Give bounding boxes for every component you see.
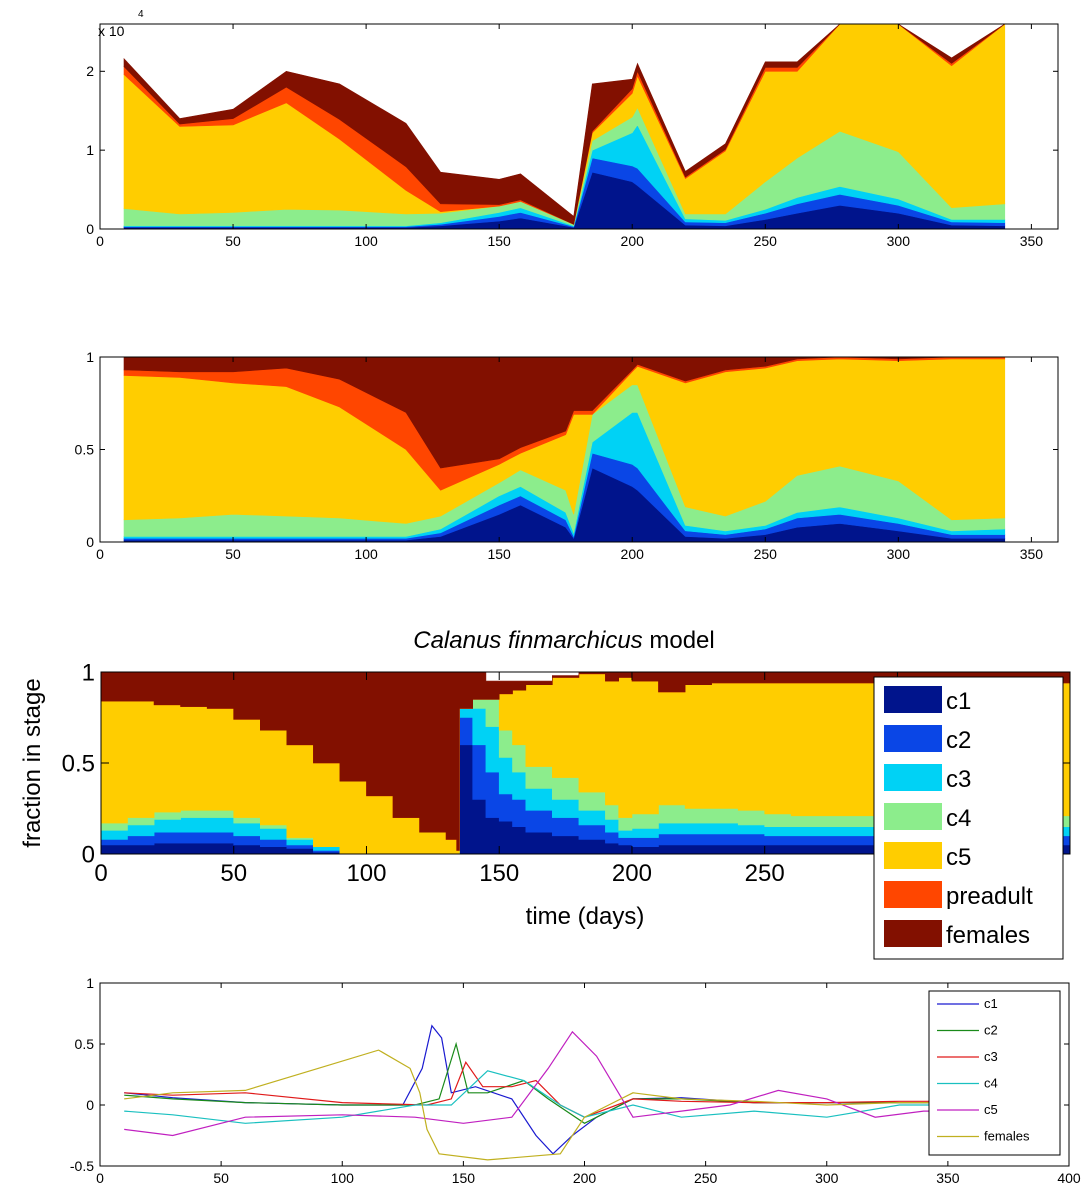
y-tick-label: 2 xyxy=(86,63,94,79)
x-tick-label: 100 xyxy=(331,1170,355,1186)
panel-2-stacked-areas xyxy=(123,356,1006,543)
y-tick-label: 1 xyxy=(86,975,94,991)
legend-swatch-c5 xyxy=(884,842,942,869)
legend-label-c4: c4 xyxy=(946,805,971,832)
legend-label-c5: c5 xyxy=(946,844,971,871)
x-tick-label: 0 xyxy=(94,860,107,887)
x-tick-label: 0 xyxy=(96,233,104,249)
x-tick-label: 100 xyxy=(346,860,386,887)
panel-4-axes-frame xyxy=(99,982,1070,1167)
legend-label-c2: c2 xyxy=(984,1023,998,1038)
legend-label-c2: c2 xyxy=(946,727,971,754)
area-females xyxy=(100,671,1071,851)
x-tick-label: 200 xyxy=(621,233,645,249)
series-c3 xyxy=(124,1061,948,1118)
x-tick-label: 400 xyxy=(1057,1170,1081,1186)
y-tick-label: 1 xyxy=(86,142,94,158)
x-tick-label: 150 xyxy=(452,1170,476,1186)
y-tick-label: 1 xyxy=(86,349,94,365)
panel-1-exponent-power: 4 xyxy=(138,9,144,20)
panel-1-abundance: 0 50 100 150 200 250 300 350 0 1 2 x 10 4 xyxy=(86,9,1059,249)
x-tick-label: 50 xyxy=(225,233,241,249)
x-tick-label: 50 xyxy=(225,546,241,562)
y-tick-label: -0.5 xyxy=(70,1158,94,1174)
series-c5 xyxy=(124,1030,948,1137)
panel-3-xlabel: time (days) xyxy=(526,903,645,930)
legend-label-c4: c4 xyxy=(984,1076,998,1091)
panel-4-series-lines xyxy=(124,1024,948,1161)
panel-3-legend: c1 c2 c3 c4 c5 preadult females xyxy=(873,676,1064,960)
x-tick-label: 250 xyxy=(754,233,778,249)
x-tick-label: 300 xyxy=(815,1170,839,1186)
legend-box xyxy=(928,990,1061,1156)
x-tick-label: 200 xyxy=(612,860,652,887)
y-tick-label: 0 xyxy=(82,841,95,868)
panel-2-ticks: 0 50 100 150 200 250 300 350 0 0.5 1 xyxy=(75,349,1058,562)
y-tick-label: 0 xyxy=(86,1097,94,1113)
series-c4 xyxy=(124,1070,948,1124)
panel-3-model: Calanus finmarchicus model 0 50 100 150 200 2… xyxy=(19,627,1071,960)
x-tick-label: 100 xyxy=(354,233,378,249)
x-tick-label: 100 xyxy=(354,546,378,562)
x-tick-label: 150 xyxy=(479,860,519,887)
panel-1-stacked-areas xyxy=(123,23,1006,230)
x-tick-label: 300 xyxy=(887,546,911,562)
legend-label-c5: c5 xyxy=(984,1102,998,1117)
x-tick-label: 50 xyxy=(220,860,247,887)
legend-label-preadult: preadult xyxy=(946,883,1033,910)
x-tick-label: 0 xyxy=(96,546,104,562)
area-females xyxy=(123,23,1005,225)
legend-swatch-c4 xyxy=(884,803,942,830)
legend-swatch-females xyxy=(884,920,942,947)
legend-label-females: females xyxy=(946,922,1030,949)
legend-label-females: females xyxy=(984,1129,1030,1144)
series-c2 xyxy=(124,1041,948,1124)
y-tick-label: 1 xyxy=(82,659,95,686)
x-tick-label: 150 xyxy=(487,546,511,562)
x-tick-label: 350 xyxy=(1020,546,1044,562)
y-tick-label: 0.5 xyxy=(75,1036,95,1052)
legend-label-c1: c1 xyxy=(946,688,971,715)
panel-1-ticks: 0 50 100 150 200 250 300 350 0 1 2 xyxy=(86,24,1058,249)
panel-4-lines: 0 50 100 150 200 250 300 350 400-0.500.51 c1c2c3… xyxy=(70,975,1081,1186)
panel-3-title: Calanus finmarchicus model xyxy=(413,627,714,654)
x-tick-label: 200 xyxy=(573,1170,597,1186)
x-tick-label: 250 xyxy=(754,546,778,562)
panel-3-ylabel: fraction in stage xyxy=(19,678,46,847)
legend-swatch-c1 xyxy=(884,686,942,713)
legend-label-c3: c3 xyxy=(984,1049,998,1064)
x-tick-label: 200 xyxy=(621,546,645,562)
x-tick-label: 50 xyxy=(213,1170,229,1186)
panel-2-proportions: 0 50 100 150 200 250 300 350 0 0.5 1 xyxy=(75,349,1059,562)
x-tick-label: 300 xyxy=(887,233,911,249)
panel-3-title-italic: Calanus finmarchicus xyxy=(413,627,642,654)
legend-label-c3: c3 xyxy=(946,766,971,793)
y-tick-label: 0.5 xyxy=(62,750,95,777)
x-tick-label: 350 xyxy=(1020,233,1044,249)
x-tick-label: 350 xyxy=(936,1170,960,1186)
panel-1-exponent-label: x 10 xyxy=(98,23,125,39)
y-tick-label: 0 xyxy=(86,534,94,550)
panel-3-title-rest: model xyxy=(643,627,715,654)
legend-swatch-preadult xyxy=(884,881,942,908)
legend-swatch-c3 xyxy=(884,764,942,791)
panel-4-ticks: 0 50 100 150 200 250 300 350 400-0.500.51 xyxy=(70,975,1081,1186)
y-tick-label: 0.5 xyxy=(75,441,95,457)
legend-label-c1: c1 xyxy=(984,996,998,1011)
panel-4-legend: c1 c2 c3 c4 c5 females xyxy=(928,990,1061,1156)
x-tick-label: 0 xyxy=(96,1170,104,1186)
legend-swatch-c2 xyxy=(884,725,942,752)
x-tick-label: 150 xyxy=(487,233,511,249)
panel-1-axes-frame xyxy=(99,23,1059,230)
x-tick-label: 250 xyxy=(694,1170,718,1186)
series-females xyxy=(124,1049,948,1161)
x-tick-label: 250 xyxy=(745,860,785,887)
y-tick-label: 0 xyxy=(86,221,94,237)
